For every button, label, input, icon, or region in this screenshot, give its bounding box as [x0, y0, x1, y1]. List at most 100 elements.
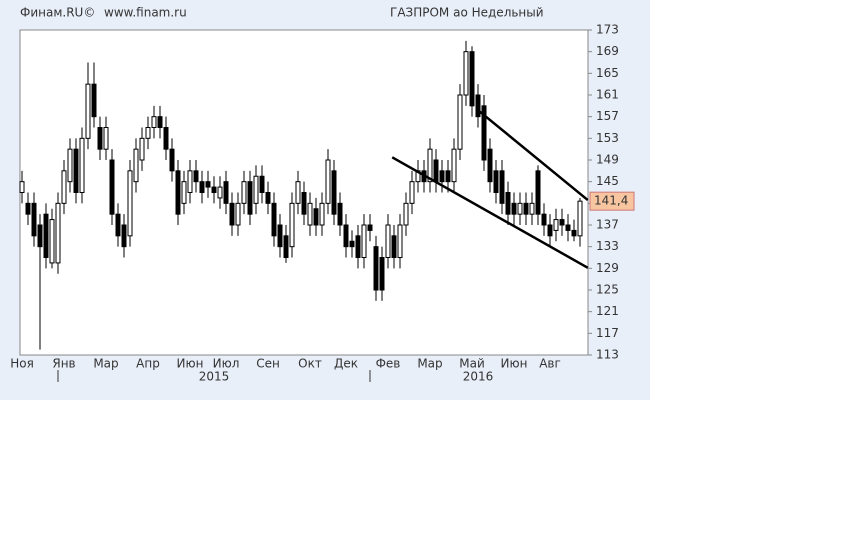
- candle-body: [499, 170, 505, 204]
- candle-body: [553, 219, 559, 231]
- candle-body: [37, 224, 43, 248]
- chart-title: ГАЗПРОМ ао Недельный: [390, 6, 544, 20]
- candle-body: [193, 170, 199, 183]
- candle-body: [535, 170, 541, 215]
- candle-body: [199, 181, 205, 194]
- candle-body: [229, 202, 235, 226]
- x-tick-label: Мар: [417, 357, 442, 371]
- y-tick-label: 125: [596, 283, 619, 297]
- candle-body: [253, 175, 259, 204]
- x-tick-label: Дек: [334, 357, 358, 371]
- candle-body: [505, 192, 511, 215]
- y-tick-label: 157: [596, 109, 619, 123]
- candle-body: [511, 202, 517, 215]
- y-tick-label: 145: [596, 174, 619, 188]
- candle-body: [343, 224, 349, 248]
- candle-body: [85, 83, 91, 139]
- candle-body: [61, 170, 67, 204]
- candle-body: [217, 186, 223, 199]
- candle-body: [91, 83, 97, 118]
- candle-body: [385, 224, 391, 258]
- candle-body: [481, 105, 487, 161]
- x-tick-label: Июн: [177, 357, 204, 371]
- candle-body: [145, 127, 151, 139]
- trendline: [477, 109, 589, 202]
- candle-body: [295, 181, 301, 204]
- candle-body: [541, 213, 547, 226]
- y-tick-label: 165: [596, 66, 619, 80]
- candle-body: [181, 181, 187, 204]
- candle-body: [205, 181, 211, 188]
- candle-body: [67, 148, 73, 183]
- candle-body: [127, 170, 133, 237]
- candle-body: [427, 148, 433, 183]
- last-price-box: [589, 191, 635, 211]
- y-tick-label: 129: [596, 261, 619, 275]
- x-tick-label: Фев: [376, 357, 401, 371]
- candle-body: [115, 213, 121, 237]
- candle-body: [487, 148, 493, 183]
- candle-body: [337, 202, 343, 226]
- candle-body: [307, 202, 313, 226]
- candle-body: [175, 170, 181, 215]
- candle-body: [247, 181, 253, 215]
- candle-body: [49, 219, 55, 264]
- candle-body: [355, 235, 361, 258]
- trendline: [391, 156, 589, 269]
- y-tick-label: 137: [596, 218, 619, 232]
- x-tick-label: Сен: [256, 357, 280, 371]
- candle-body: [445, 170, 451, 183]
- candle-body: [271, 202, 277, 237]
- candle-body: [109, 159, 115, 215]
- y-tick-label: 173: [596, 23, 619, 37]
- candle-body: [547, 224, 553, 237]
- candle-body: [331, 170, 337, 215]
- candle-body: [277, 224, 283, 248]
- y-tick-label: 121: [596, 304, 619, 318]
- candle-body: [523, 202, 529, 215]
- candle-body: [55, 202, 61, 264]
- candle-body: [559, 219, 565, 226]
- candle-body: [565, 224, 571, 231]
- candle-body: [403, 202, 409, 226]
- last-price-label: 141,4: [594, 194, 628, 208]
- candle-body: [187, 170, 193, 193]
- candle-body: [169, 148, 175, 172]
- y-tick-label: 117: [596, 326, 619, 340]
- candle-body: [319, 202, 325, 226]
- candle-body: [235, 202, 241, 226]
- candle-body: [457, 94, 463, 150]
- candle-body: [25, 202, 31, 215]
- candle-body: [349, 240, 355, 248]
- candle-body: [301, 192, 307, 215]
- candle-body: [73, 148, 79, 194]
- candle-body: [283, 235, 289, 258]
- candle-body: [163, 127, 169, 150]
- y-tick-label: 133: [596, 239, 619, 253]
- year-label: 2016: [463, 370, 494, 384]
- x-tick-label: Авг: [539, 357, 561, 371]
- candle-body: [451, 148, 457, 183]
- candle-body: [325, 159, 331, 204]
- x-tick-label: Мар: [93, 357, 118, 371]
- candle-body: [139, 137, 145, 161]
- candle-body: [43, 213, 49, 259]
- candle-body: [289, 202, 295, 248]
- x-tick-label: Июл: [213, 357, 240, 371]
- candle-body: [259, 175, 265, 193]
- x-tick-label: Апр: [136, 357, 160, 371]
- site: www.finam.ru: [104, 6, 187, 20]
- candle-body: [493, 170, 499, 193]
- year-label: 2015: [199, 370, 230, 384]
- candle-body: [97, 127, 103, 150]
- candle-body: [313, 208, 319, 226]
- candle-body: [463, 51, 469, 96]
- candle-body: [397, 224, 403, 258]
- x-tick-label: Янв: [52, 357, 75, 371]
- candle-body: [121, 224, 127, 248]
- candle-body: [211, 186, 217, 193]
- x-tick-label: Ноя: [10, 357, 34, 371]
- candle-body: [577, 200, 583, 237]
- x-tick-label: Май: [459, 357, 485, 371]
